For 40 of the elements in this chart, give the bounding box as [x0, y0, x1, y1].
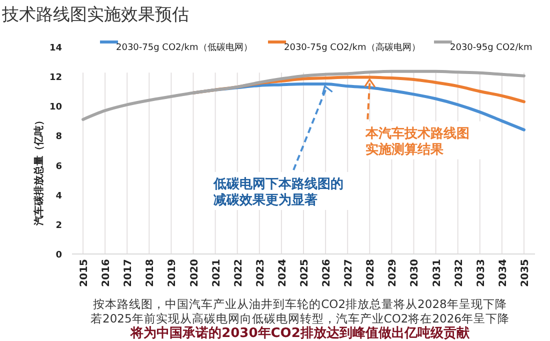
y-tick-label: 4: [56, 191, 62, 202]
x-tick-label: 2033: [476, 258, 487, 287]
x-tick-label: 2035: [520, 258, 531, 287]
x-tick-label: 2026: [322, 258, 333, 287]
x-tick-label: 2022: [233, 258, 244, 287]
x-tick-label: 2028: [366, 258, 377, 287]
x-tick-label: 2015: [79, 258, 90, 287]
annotation: 本汽车技术路线图实施测算结果: [364, 125, 470, 158]
y-tick-label: 14: [49, 44, 62, 54]
x-tick-label: 2030: [410, 258, 421, 287]
line-series: [82, 70, 526, 121]
x-tick-label: 2021: [211, 258, 222, 287]
x-tick-label: 2020: [189, 258, 200, 287]
x-tick-label: 2034: [498, 258, 509, 287]
chart-title: 技术路线图实施效果预估: [1, 5, 189, 25]
x-tick-label: 2029: [388, 258, 399, 287]
y-axis-title: 汽车碳排放总量（亿吨）: [33, 116, 45, 226]
x-tick-label: 2016: [101, 258, 112, 287]
x-tick-label: 2025: [300, 258, 310, 287]
x-tick-label: 2031: [432, 258, 443, 287]
y-tick-label: 10: [49, 102, 62, 113]
text: 若2025年前实现从高碳电网向低碳电网转型，汽车产业CO2将在2026年呈下降: [90, 312, 510, 326]
y-tick-label: 8: [56, 132, 62, 142]
x-tick-label: 2023: [255, 258, 266, 287]
y-tick-label: 12: [49, 73, 62, 84]
annotation: 低碳电网下本路线图的减碳效果更为显著: [212, 176, 344, 208]
legend-label: 2030-75g CO2/km（高碳电网）: [284, 42, 420, 53]
y-tick-label: 6: [56, 162, 62, 172]
x-tick-label: 2019: [167, 258, 178, 287]
text: 将为中国承诺的2030年CO2排放达到峰值做出亿吨级贡献: [130, 326, 470, 341]
x-tick-label: 2017: [123, 258, 134, 287]
x-tick-label: 2018: [145, 258, 156, 287]
x-tick-label: 2032: [454, 258, 465, 287]
legend-label: 2030-75g CO2/km（低碳电网）: [116, 42, 252, 53]
x-tick-label: 2024: [277, 258, 288, 287]
x-tick-label: 2027: [344, 258, 355, 287]
y-tick-label: 2: [56, 220, 62, 231]
legend-label: 2030-95g CO2/km: [450, 43, 532, 53]
text: 按本路线图，中国汽车产业从油井到车轮的CO2排放总量将从2028年呈现下降: [93, 297, 507, 311]
y-tick-label: 0: [56, 250, 62, 260]
